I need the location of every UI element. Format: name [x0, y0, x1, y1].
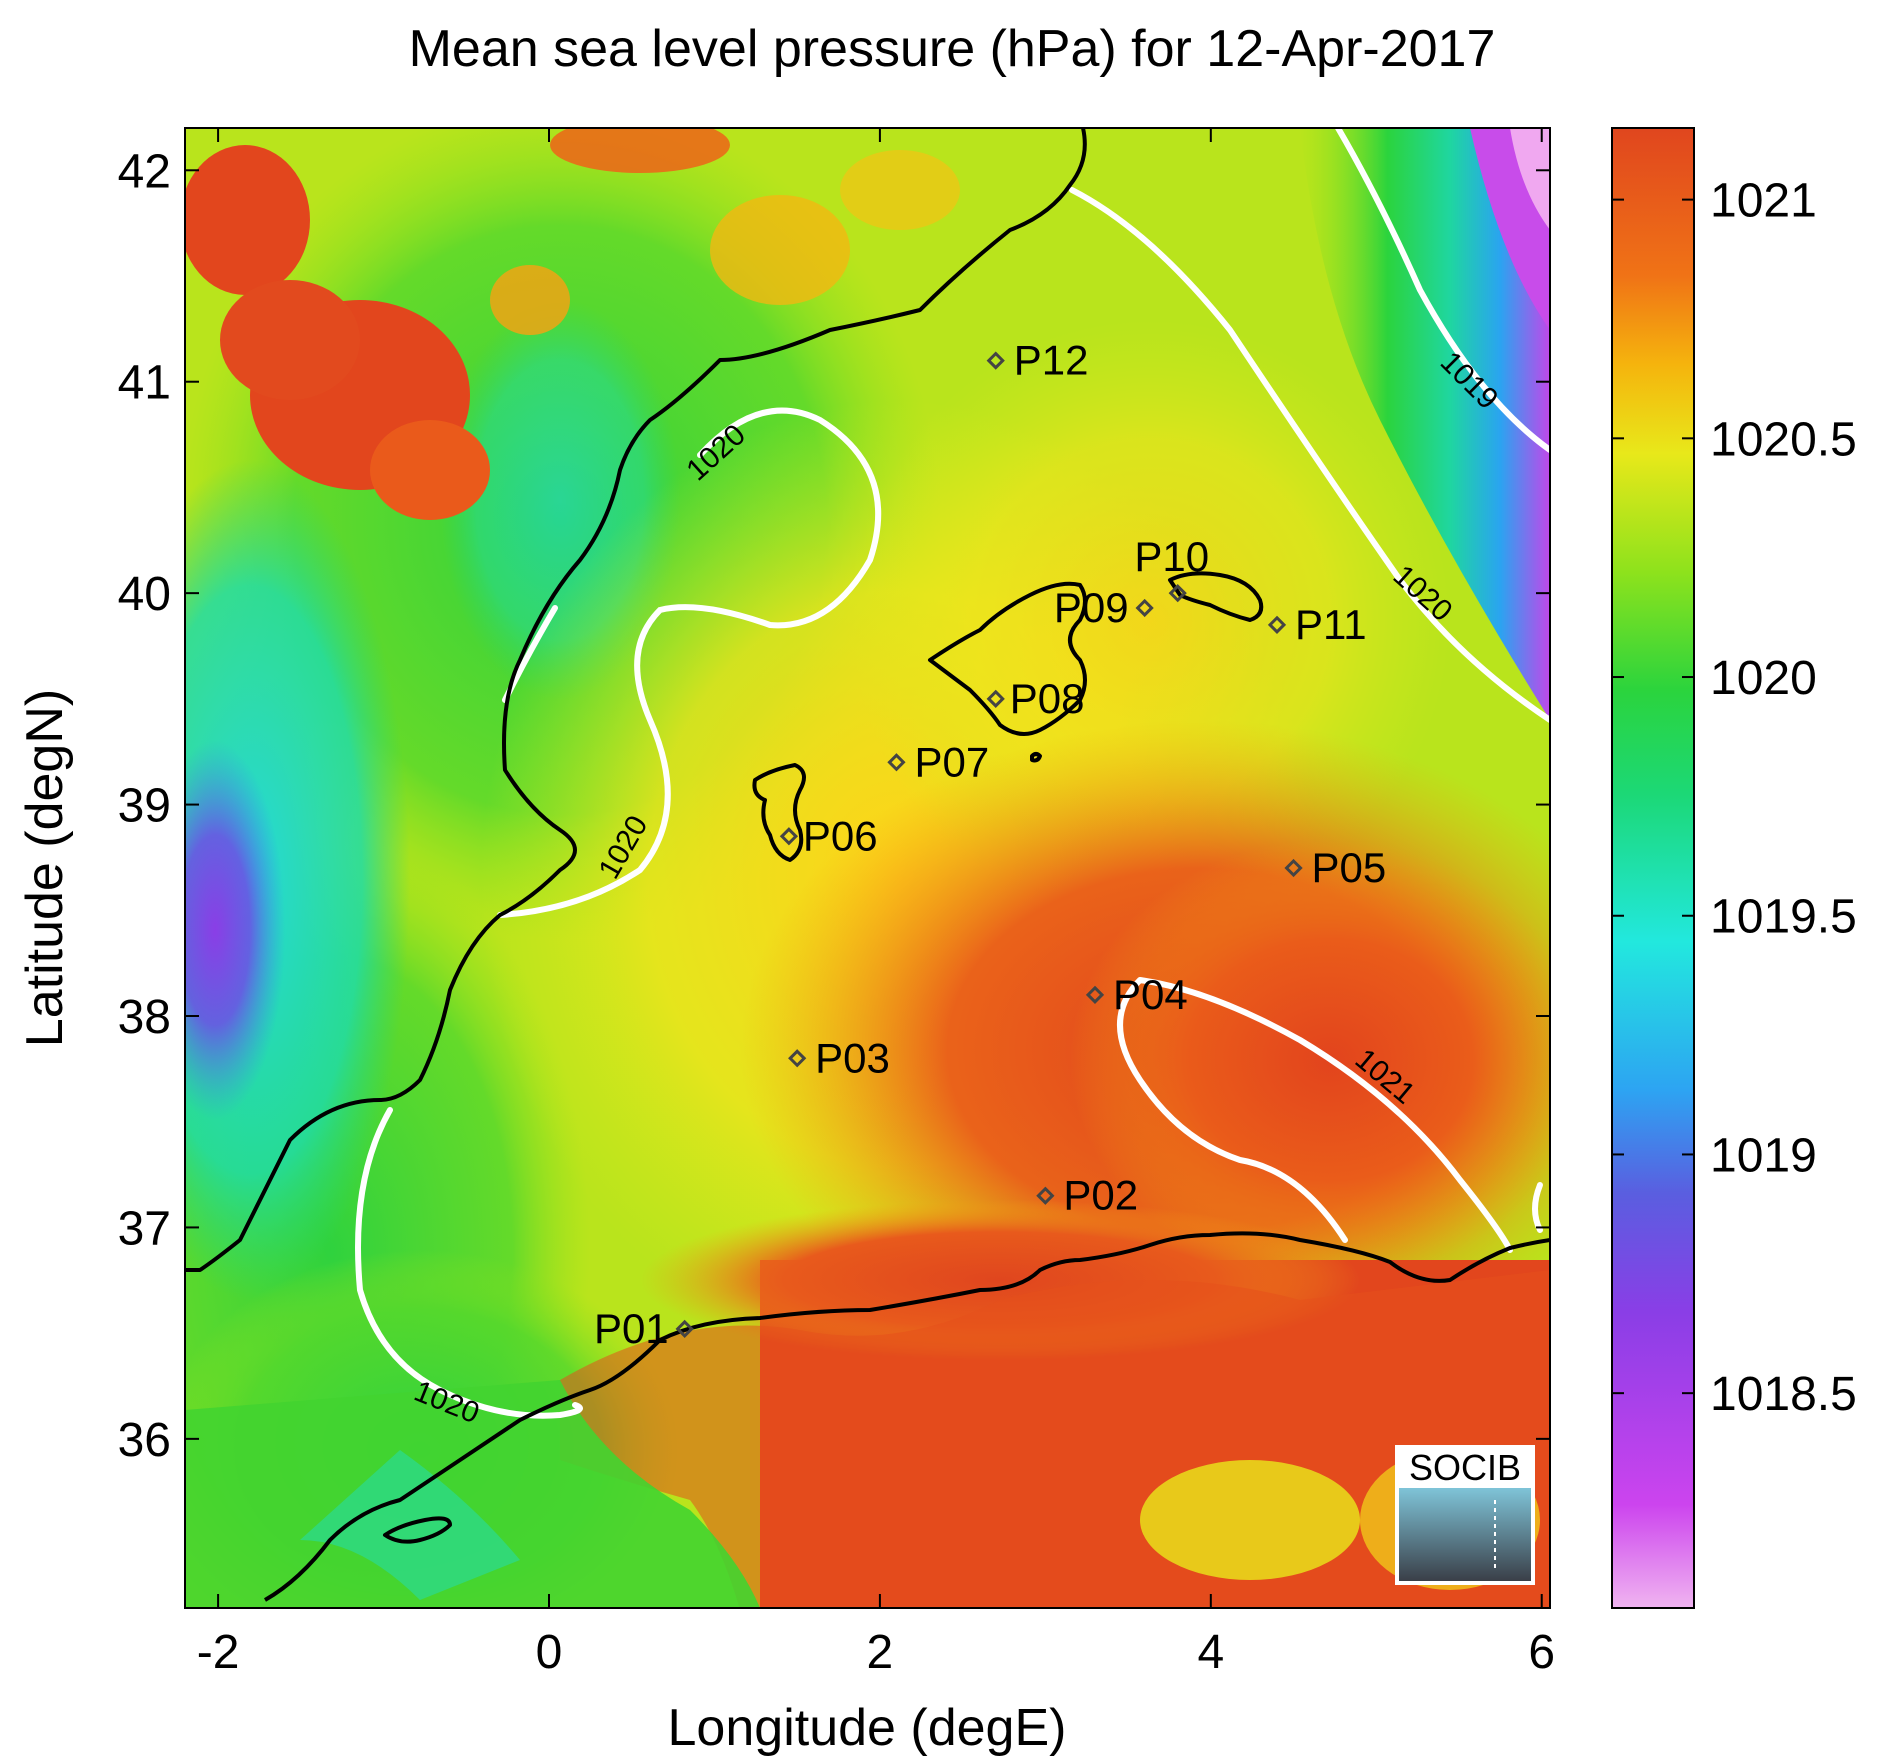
y-tick-label: 42 [118, 145, 171, 198]
contour-1020-sw [355, 1107, 583, 1419]
station-p08: P08 [986, 675, 1085, 722]
y-tick-label: 37 [118, 1202, 171, 1255]
ibiza-coastline [752, 763, 806, 862]
contour-1019 [1335, 128, 1550, 453]
mediterranean-islet [383, 1516, 452, 1544]
contour-1021 [1117, 977, 1513, 1253]
station-label: P01 [594, 1305, 669, 1352]
africa-coastline [264, 1231, 1550, 1602]
station-label: P06 [803, 812, 878, 859]
station-label: P03 [815, 1034, 890, 1081]
station-label: P11 [1295, 601, 1367, 648]
x-tick-label: -2 [197, 1626, 240, 1679]
contour-1020-ne [1069, 187, 1550, 723]
station-p12: P12 [986, 337, 1089, 384]
station-marker-icon [1284, 858, 1303, 878]
station-label: P09 [1054, 584, 1129, 631]
coastline [185, 128, 1550, 1602]
station-marker-icon [1036, 1186, 1055, 1205]
x-tick-label: 4 [1197, 1626, 1224, 1679]
station-p03: P03 [788, 1034, 890, 1081]
station-marker-icon [887, 753, 906, 772]
socib-logo: SOCIB [1395, 1445, 1535, 1585]
station-p01: P01 [594, 1305, 694, 1352]
station-marker-icon [986, 351, 1005, 370]
colorbar-tick-label: 1018.5 [1710, 1368, 1857, 1421]
station-label: P08 [1010, 675, 1085, 722]
colorbar-tick-label: 1020.5 [1710, 413, 1857, 466]
pressure-field [185, 128, 1550, 1608]
x-axis-label: Longitude (degE) [668, 1699, 1067, 1757]
station-label: P02 [1063, 1172, 1138, 1219]
station-p07: P07 [887, 738, 989, 785]
socib-logo-text: SOCIB [1409, 1447, 1521, 1488]
station-marker-icon [986, 689, 1005, 708]
y-tick-label: 39 [118, 780, 171, 833]
x-tick-label: 0 [536, 1626, 563, 1679]
contour-1020-mid [497, 407, 882, 918]
station-label: P05 [1312, 844, 1387, 891]
cabrera-coastline [1030, 752, 1042, 763]
y-axis: 36 37 38 39 40 41 42 [118, 145, 1550, 1467]
x-tick-label: 6 [1528, 1626, 1555, 1679]
station-marker-icon [1085, 985, 1105, 1004]
colorbar-tick-label: 1019 [1710, 1129, 1817, 1182]
station-marker-icon [1135, 598, 1154, 618]
menorca-coastline [1168, 571, 1264, 622]
station-label: P12 [1014, 337, 1089, 384]
colorbar-tick-label: 1020 [1710, 652, 1817, 705]
station-p09: P09 [1054, 584, 1154, 631]
x-axis: -2 0 2 4 6 [197, 128, 1555, 1679]
plot-frame [184, 127, 1551, 1609]
colorbar-ticks: 1018.5 1019 1019.5 1020 1020.5 1021 [1612, 175, 1857, 1421]
station-p04: P04 [1085, 971, 1188, 1018]
y-tick-label: 38 [118, 991, 171, 1044]
iberia-coastline [185, 128, 1087, 1272]
station-p05: P05 [1284, 844, 1387, 891]
station-p02: P02 [1036, 1172, 1138, 1219]
station-marker-icon [779, 827, 799, 846]
station-label: P07 [914, 738, 989, 785]
map-title: Mean sea level pressure (hPa) for 12-Apr… [408, 20, 1496, 78]
x-tick-label: 2 [867, 1626, 894, 1679]
contour-lines [355, 128, 1550, 1419]
colorbar [1611, 127, 1695, 1609]
station-label: P10 [1134, 533, 1209, 580]
station-p10: P10 [1134, 533, 1209, 603]
station-p11: P11 [1267, 601, 1367, 648]
y-tick-label: 40 [118, 568, 171, 621]
station-label: P04 [1113, 971, 1188, 1018]
colorbar-tick-label: 1021 [1710, 175, 1817, 228]
station-marker-icon [1267, 615, 1287, 634]
station-marker-icon [788, 1049, 807, 1068]
y-tick-label: 36 [118, 1414, 171, 1467]
colorbar-tick-label: 1019.5 [1710, 891, 1857, 944]
mallorca-coastline [928, 581, 1087, 736]
y-axis-label: Latitude (degN) [16, 689, 74, 1047]
station-marker-icon [675, 1319, 694, 1339]
station-marker-icon [1168, 584, 1187, 603]
station-p06: P06 [779, 812, 878, 859]
y-tick-label: 41 [118, 357, 171, 410]
